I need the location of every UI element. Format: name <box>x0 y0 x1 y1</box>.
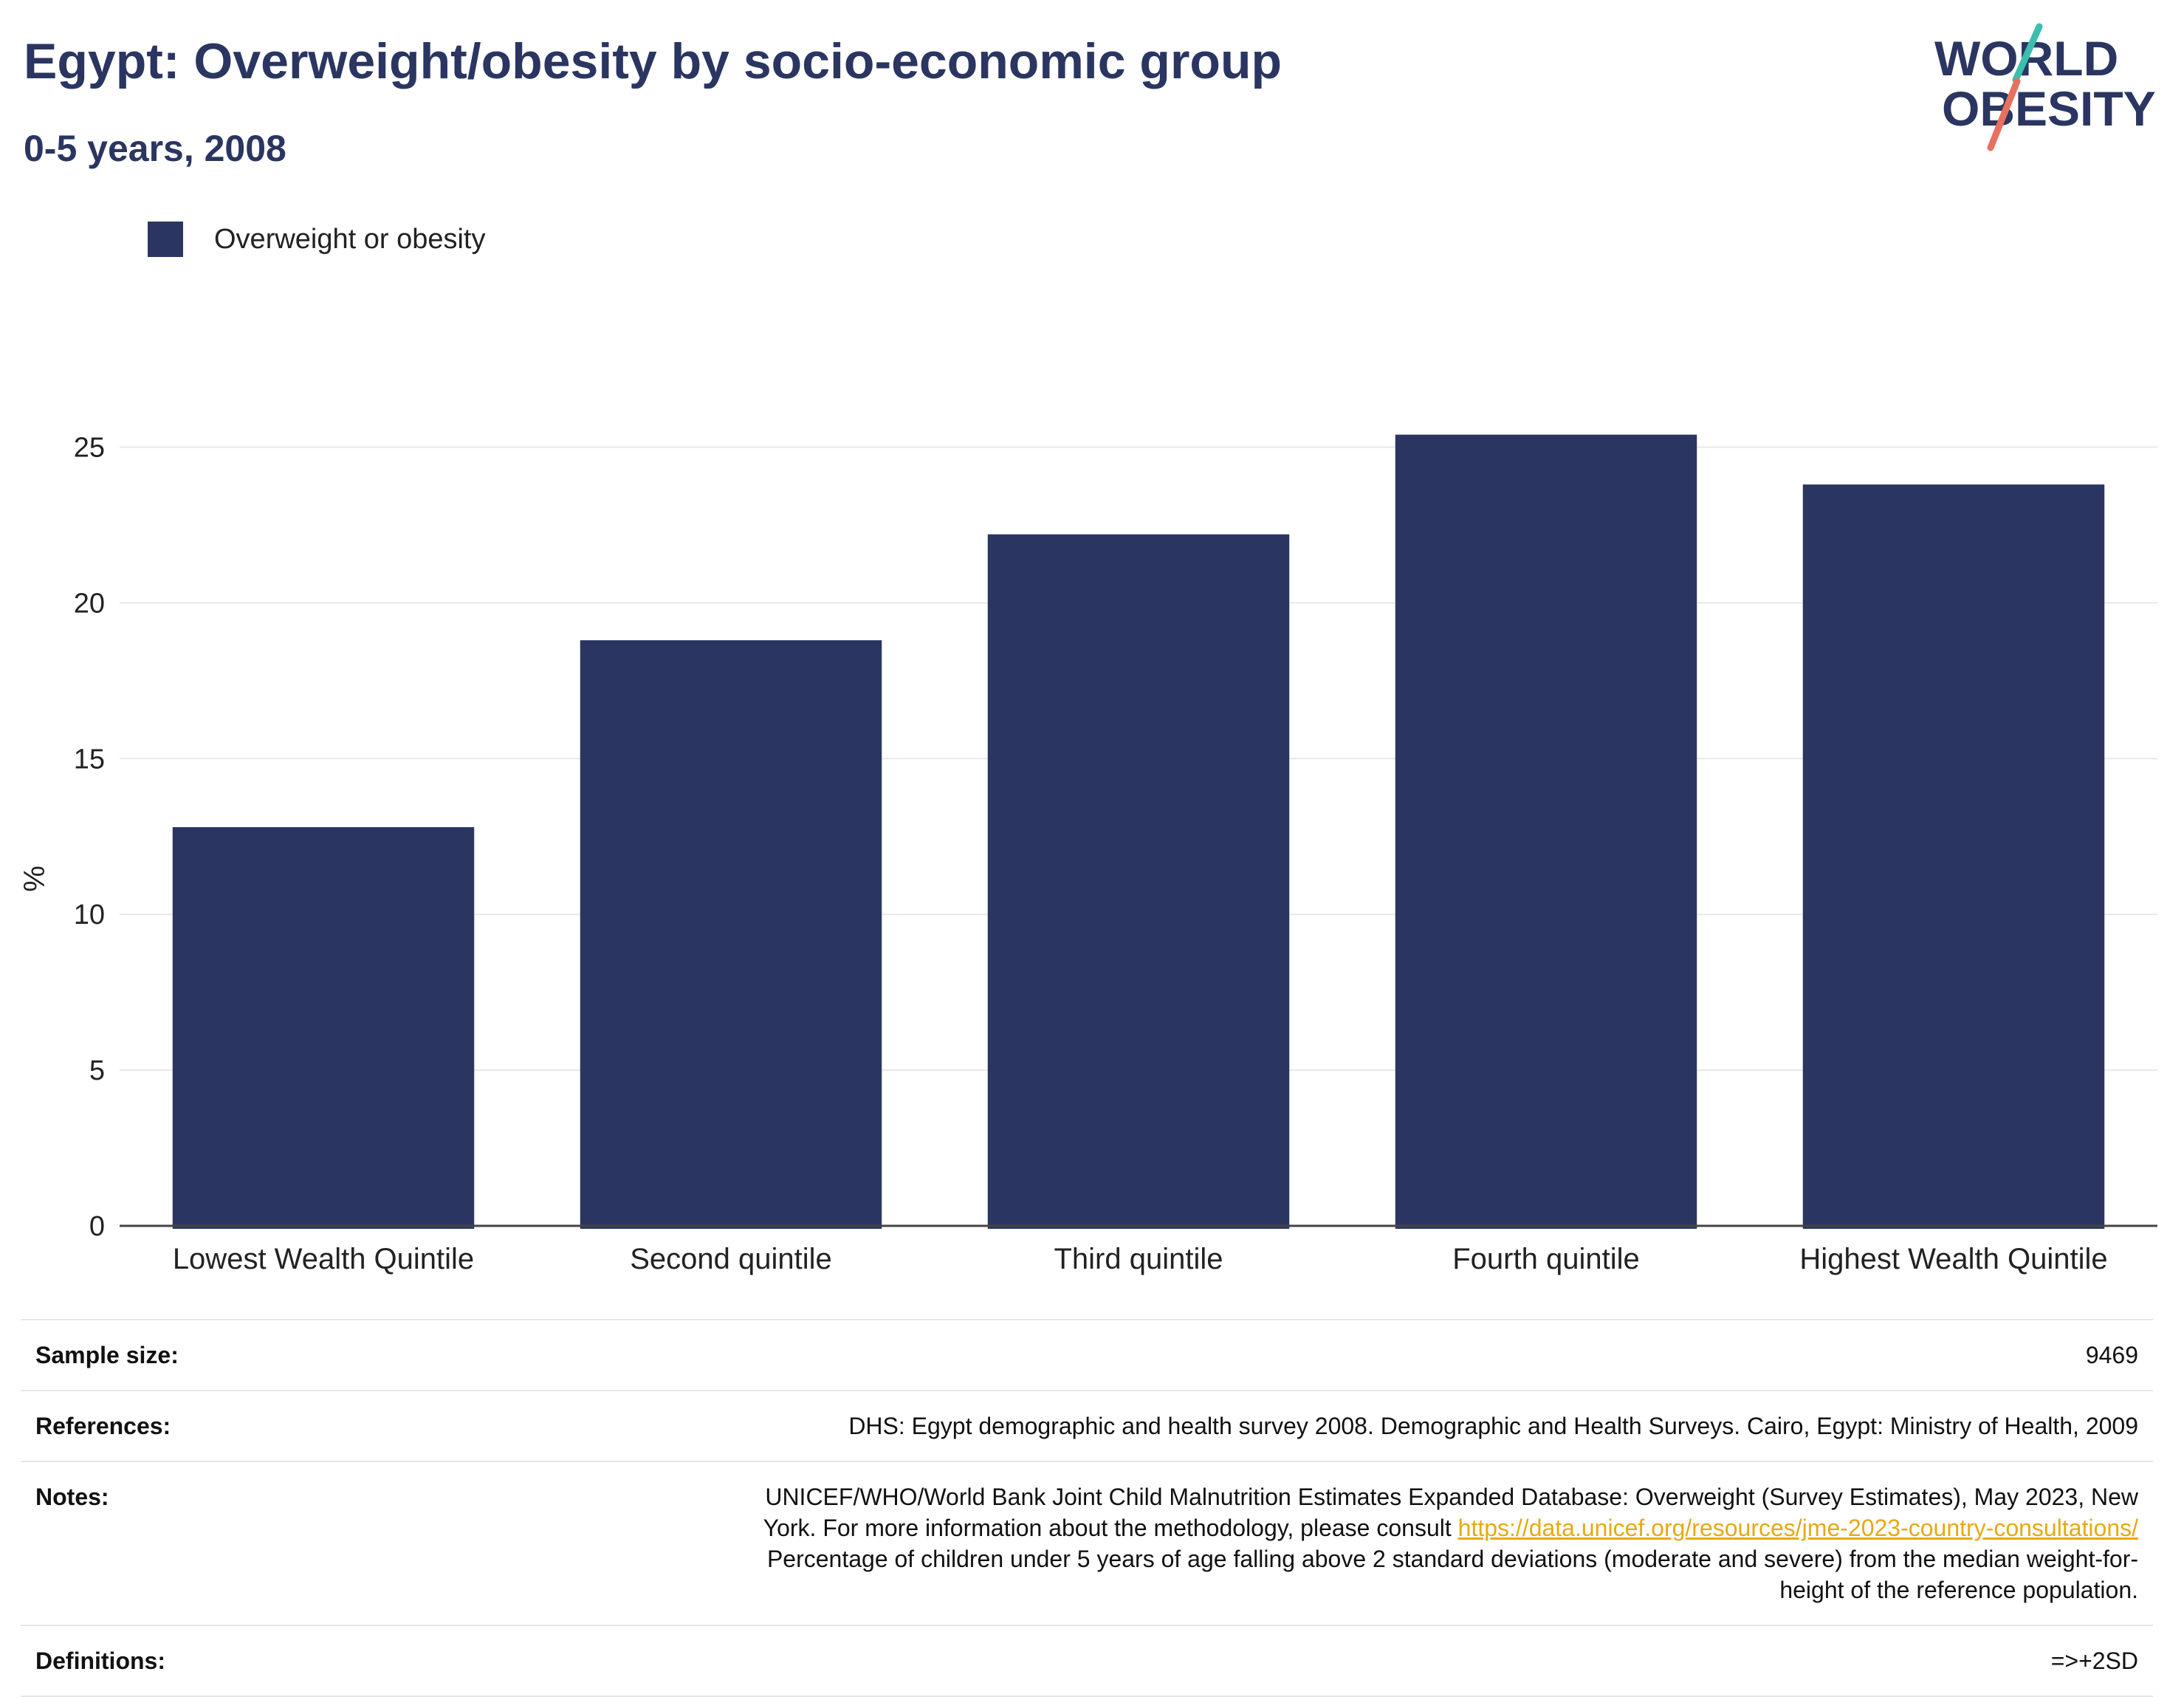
y-tick-label: 5 <box>89 1055 105 1086</box>
info-table: Sample size: 9469 References: DHS: Egypt… <box>21 1319 2153 1697</box>
row-references: References: DHS: Egypt demographic and h… <box>21 1390 2153 1462</box>
chart-title: Egypt: Overweight/obesity by socio-econo… <box>24 33 1282 89</box>
bar-lowest-wealth-quintile[interactable] <box>172 827 475 1229</box>
notes-line-3: Percentage of children under 5 years of … <box>766 1546 2138 1572</box>
y-axis-ticks: 0 5 10 15 20 25 <box>74 432 105 1242</box>
logo-slash-bottom <box>1987 78 2021 151</box>
notes-line-1: UNICEF/WHO/World Bank Joint Child Malnut… <box>765 1484 2138 1510</box>
notes-label: Notes: <box>21 1461 346 1626</box>
sample-size-value: 9469 <box>346 1319 2153 1391</box>
x-tick-label: Fourth quintile <box>1452 1243 1639 1275</box>
logo-slash-top <box>2012 23 2043 83</box>
notes-line-4: height of the reference population. <box>1779 1577 2138 1603</box>
legend-swatch <box>148 222 183 257</box>
row-definitions: Definitions: =>+2SD <box>21 1625 2153 1697</box>
references-value: DHS: Egypt demographic and health survey… <box>346 1390 2153 1462</box>
logo-text-line2: OBESITY <box>1942 81 2156 136</box>
bar-second-quintile[interactable] <box>580 640 882 1229</box>
chart-subtitle: 0-5 years, 2008 <box>24 128 286 169</box>
y-tick-label: 10 <box>74 899 105 930</box>
bars <box>172 434 2105 1229</box>
world-obesity-logo: WORLD OBESITY <box>1934 23 2156 151</box>
sample-size-label: Sample size: <box>21 1319 346 1391</box>
bar-fourth-quintile[interactable] <box>1395 434 1697 1229</box>
row-sample-size: Sample size: 9469 <box>21 1319 2153 1391</box>
y-tick-label: 25 <box>74 432 105 463</box>
y-tick-label: 15 <box>74 744 105 775</box>
bar-third-quintile[interactable] <box>987 534 1290 1229</box>
references-label: References: <box>21 1390 346 1462</box>
x-axis-labels: Lowest Wealth Quintile Second quintile Thi… <box>173 1243 2108 1275</box>
bar-highest-wealth-quintile[interactable] <box>1802 484 2105 1229</box>
x-tick-label: Third quintile <box>1054 1243 1223 1275</box>
definitions-value: =>+2SD <box>346 1625 2153 1697</box>
notes-line-2: York. For more information about the met… <box>763 1515 1458 1541</box>
y-tick-label: 0 <box>89 1211 105 1242</box>
legend-label: Overweight or obesity <box>214 223 486 255</box>
x-tick-label: Lowest Wealth Quintile <box>173 1243 474 1275</box>
y-tick-label: 20 <box>74 588 105 619</box>
x-tick-label: Highest Wealth Quintile <box>1799 1243 2107 1275</box>
bar-chart: 0 5 10 15 20 25 Lowest Wealth Quintile Second … <box>18 432 2157 1275</box>
legend[interactable]: Overweight or obesity <box>148 222 486 257</box>
x-tick-label: Second quintile <box>630 1243 832 1275</box>
methodology-link[interactable]: https://data.unicef.org/resources/jme-20… <box>1457 1515 2138 1541</box>
definitions-label: Definitions: <box>21 1625 346 1697</box>
y-axis-label: % <box>18 865 51 892</box>
notes-value: UNICEF/WHO/World Bank Joint Child Malnut… <box>346 1461 2153 1626</box>
row-notes: Notes: UNICEF/WHO/World Bank Joint Child… <box>21 1461 2153 1626</box>
